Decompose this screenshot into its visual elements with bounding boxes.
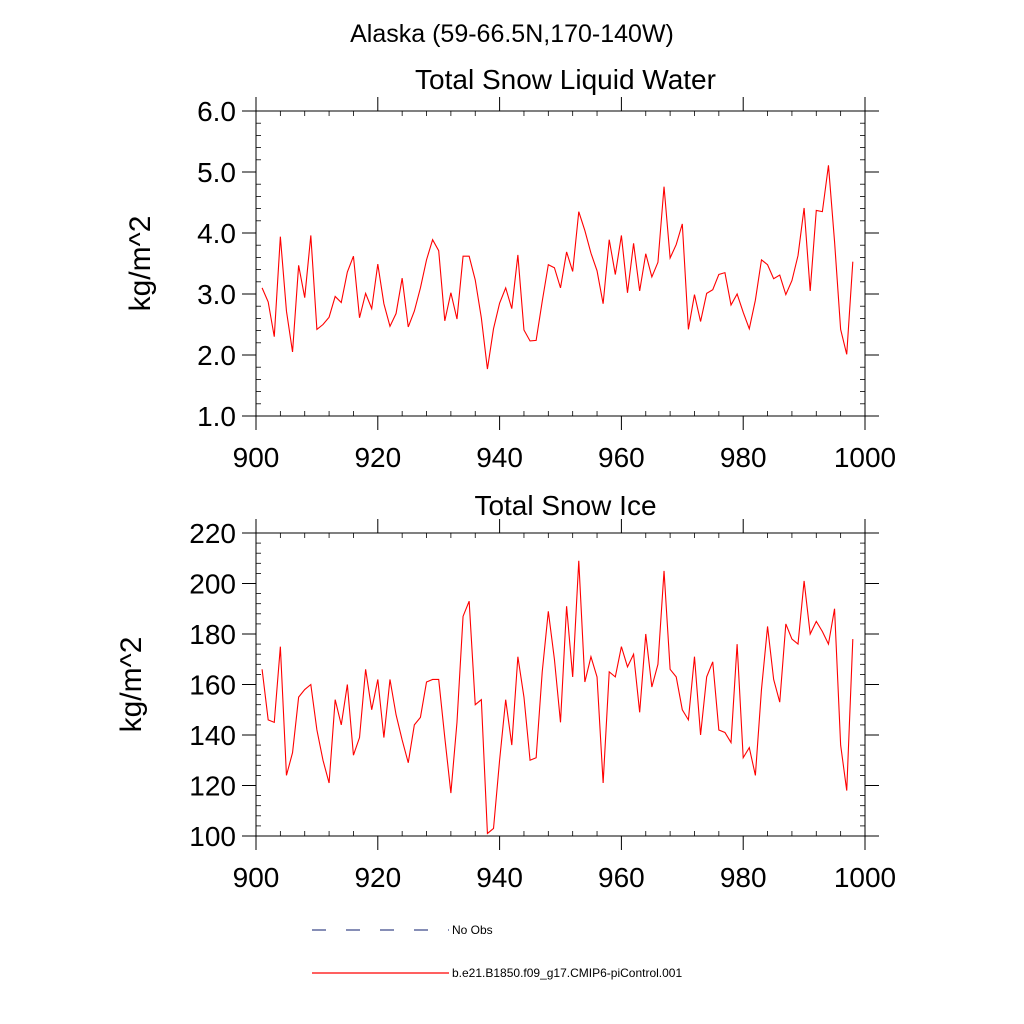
chart-title: Total Snow Ice <box>474 490 656 521</box>
x-tick-label: 1000 <box>834 442 896 473</box>
x-tick-label: 900 <box>233 862 280 893</box>
legend-label-no-obs: No Obs <box>452 923 493 937</box>
figure-title: Alaska (59-66.5N,170-140W) <box>350 20 674 48</box>
x-tick-label: 900 <box>233 442 280 473</box>
chart-title: Total Snow Liquid Water <box>415 64 716 95</box>
y-tick-label: 2.0 <box>197 340 236 371</box>
legend-label-model: b.e21.B1850.f09_g17.CMIP6-piControl.001 <box>452 966 682 980</box>
series-line <box>261 165 854 370</box>
y-tick-label: 3.0 <box>197 279 236 310</box>
y-tick-label: 140 <box>189 720 236 751</box>
y-tick-label: 160 <box>189 670 236 701</box>
y-tick-label: 200 <box>189 569 236 600</box>
chart-panel-snow-liquid-water: Total Snow Liquid Water 900 920 940 960 980 10… <box>124 64 896 473</box>
x-tick-label: 1000 <box>834 862 896 893</box>
x-tick-label: 980 <box>720 862 767 893</box>
y-axis-label: kg/m^2 <box>124 216 157 312</box>
plot-frame <box>255 110 866 417</box>
legend: No Obs b.e21.B1850.f09_g17.CMIP6-piContr… <box>312 923 682 980</box>
chart-panel-snow-ice: Total Snow Ice 900 920 940 960 980 1000 100 120 1… <box>115 490 896 893</box>
x-tick-label: 960 <box>598 862 645 893</box>
y-tick-label: 120 <box>189 771 236 802</box>
y-tick-label: 5.0 <box>197 157 236 188</box>
y-tick-label: 6.0 <box>197 96 236 127</box>
x-tick-label: 940 <box>476 442 523 473</box>
x-tick-label: 960 <box>598 442 645 473</box>
x-tick-label: 940 <box>476 862 523 893</box>
x-tick-label: 920 <box>354 442 401 473</box>
y-tick-label: 220 <box>189 518 236 549</box>
y-tick-label: 100 <box>189 821 236 852</box>
x-tick-label: 980 <box>720 442 767 473</box>
y-tick-label: 4.0 <box>197 218 236 249</box>
series-line <box>261 560 854 835</box>
x-tick-label: 920 <box>354 862 401 893</box>
y-tick-label: 1.0 <box>197 401 236 432</box>
y-axis-label: kg/m^2 <box>115 637 148 733</box>
y-tick-label: 180 <box>189 619 236 650</box>
